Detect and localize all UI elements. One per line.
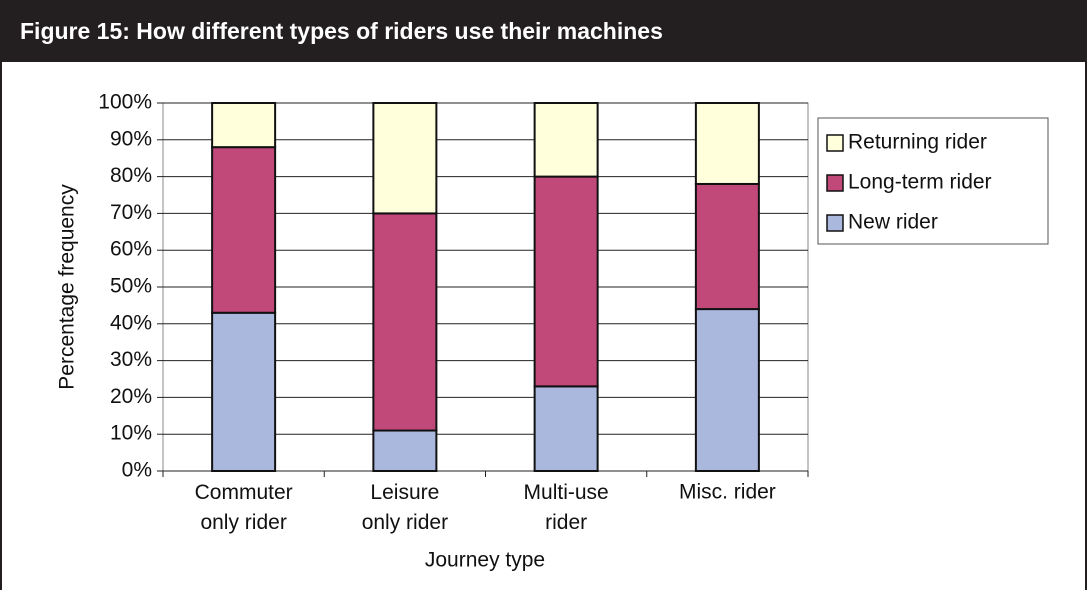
legend-swatch [826,214,844,232]
bar-segment [694,102,760,185]
y-tick-label: 10% [110,422,152,445]
bar-segment [372,429,438,472]
y-tick-label: 80% [110,164,152,187]
bar-segment [211,102,277,149]
bar-segment [533,102,599,178]
header-bar [0,0,1087,62]
y-tick-label: 50% [110,275,152,298]
y-tick-label: 0% [122,459,152,482]
bar-segment [372,212,438,432]
legend-swatch [826,174,844,192]
x-tick-label: Misc. rider [679,481,776,504]
x-tick-label: Leisure only rider [362,481,448,534]
y-tick-label: 100% [98,91,152,114]
bar-segment [694,308,760,472]
y-tick-label: 20% [110,385,152,408]
y-tick-label: 30% [110,348,152,371]
legend-label: Returning rider [848,131,987,154]
legend-swatch [826,134,844,152]
y-tick-label: 70% [110,201,152,224]
legend-label: New rider [848,211,938,234]
legend-box [817,117,1049,245]
y-tick-label: 40% [110,311,152,334]
x-axis-title: Journey type [425,549,545,572]
y-axis-title: Percentage frequency [56,184,79,390]
x-tick-label: Commuter only rider [195,481,293,534]
bar-segment [533,175,599,388]
x-tick-label: Multi-use rider [524,481,609,534]
y-tick-label: 60% [110,238,152,261]
bar-segment [372,102,438,215]
chart-title: Figure 15: How different types of riders… [20,18,663,44]
bar-segment [211,311,277,473]
y-tick-label: 90% [110,127,152,150]
bar-segment [694,182,760,311]
legend-label: Long-term rider [848,171,992,194]
bar-segment [211,146,277,314]
bar-segment [533,385,599,472]
